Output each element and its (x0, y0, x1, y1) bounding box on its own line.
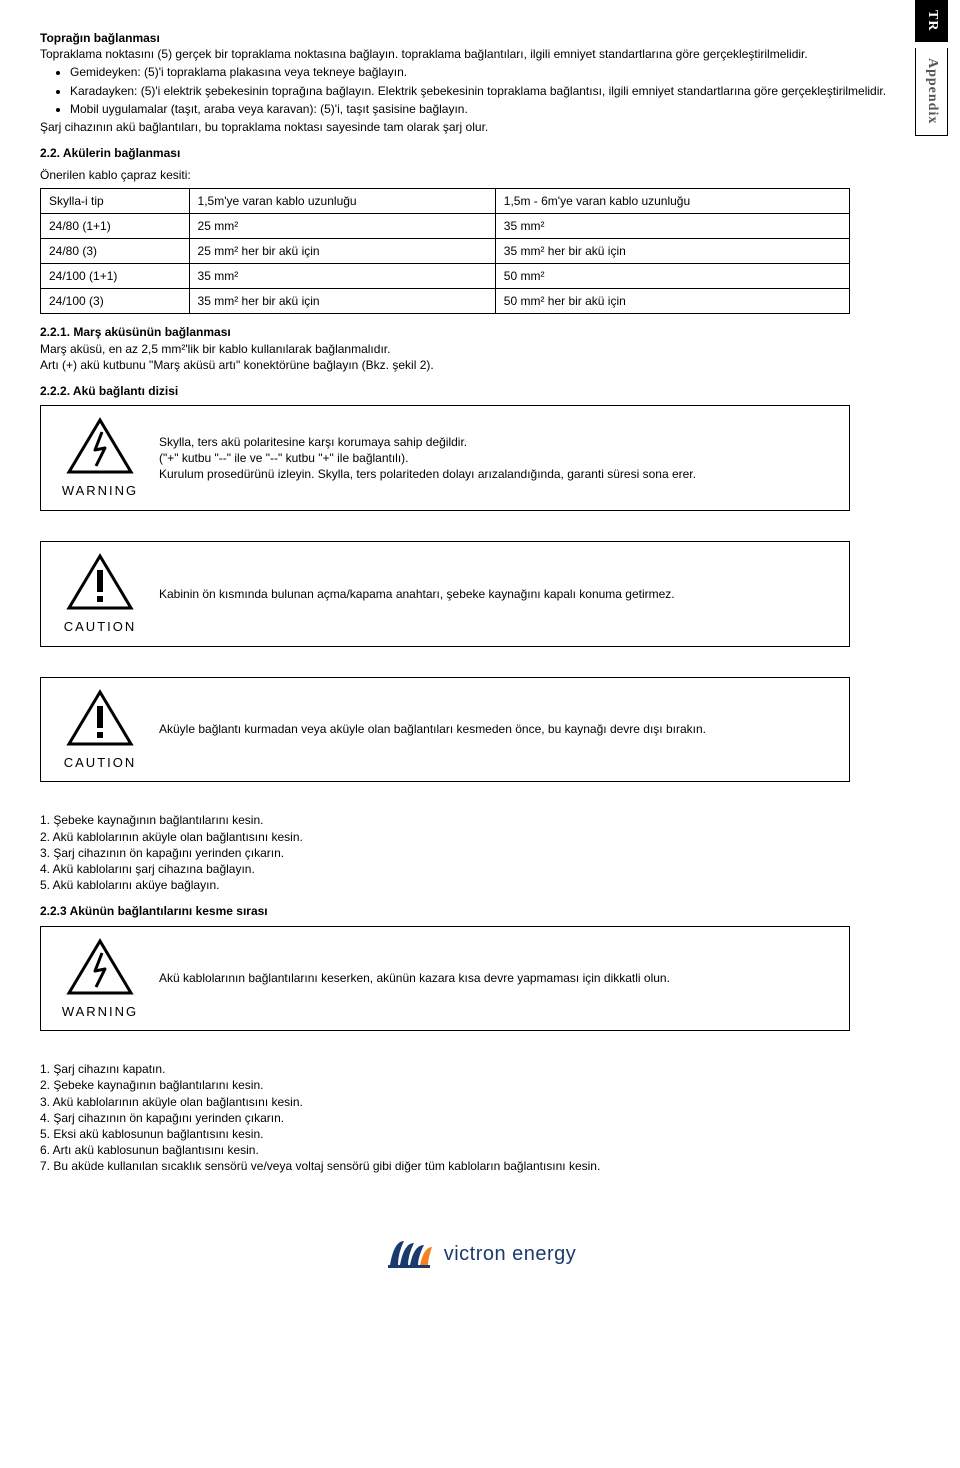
warning-text: Akü kablolarının bağlantılarını keserken… (159, 970, 835, 986)
warning-label: WARNING (55, 482, 145, 500)
heading-grounding: Toprağın bağlanması (40, 30, 920, 46)
table-cell: 35 mm² (495, 213, 849, 238)
list-item: 2. Şebeke kaynağının bağlantılarını kesi… (40, 1077, 920, 1093)
caution-label: CAUTION (55, 618, 145, 636)
table-cell: 50 mm² (495, 264, 849, 289)
caution-symbol: CAUTION (55, 688, 145, 772)
list-item: 3. Akü kablolarının aküyle olan bağlantı… (40, 1094, 920, 1110)
caution-text: Kabinin ön kısmında bulunan açma/kapama … (159, 586, 835, 602)
table-row: 24/100 (1+1) 35 mm² 50 mm² (41, 264, 850, 289)
cable-table: Skylla-i tip 1,5m'ye varan kablo uzunluğ… (40, 188, 850, 315)
victron-logo-icon (384, 1235, 434, 1275)
list-item: 5. Eksi akü kablosunun bağlantısını kesi… (40, 1126, 920, 1142)
caution-label: CAUTION (55, 754, 145, 772)
page-content: Toprağın bağlanması Topraklama noktasını… (40, 30, 920, 1275)
table-row: Skylla-i tip 1,5m'ye varan kablo uzunluğ… (41, 188, 850, 213)
list-item: 4. Akü kablolarını şarj cihazına bağlayı… (40, 861, 920, 877)
bullet-land: Karadayken: (5)'i elektrik şebekesinin t… (70, 83, 920, 99)
caution-text: Aküyle bağlantı kurmadan veya aküyle ola… (159, 721, 835, 737)
steps-connect: 1. Şebeke kaynağının bağlantılarını kesi… (40, 812, 920, 893)
warning-box-short: WARNING Akü kablolarının bağlantılarını … (40, 926, 850, 1032)
side-tabs: TR Appendix (915, 0, 948, 142)
list-item: 4. Şarj cihazının ön kapağını yerinden ç… (40, 1110, 920, 1126)
table-cell: 35 mm² her bir akü için (189, 289, 495, 314)
warning-box-polarity: WARNING Skylla, ters akü polaritesine ka… (40, 405, 850, 511)
bullet-mobile: Mobil uygulamalar (taşıt, araba veya kar… (70, 101, 920, 117)
table-cell: 25 mm² (189, 213, 495, 238)
table-cell: 24/100 (3) (41, 289, 190, 314)
steps-disconnect: 1. Şarj cihazını kapatın. 2. Şebeke kayn… (40, 1061, 920, 1174)
heading-2-2-2: 2.2.2. Akü bağlantı dizisi (40, 383, 920, 399)
caution-box-switch: CAUTION Kabinin ön kısmında bulunan açma… (40, 541, 850, 647)
intro-text: Topraklama noktasını (5) gerçek bir topr… (40, 46, 920, 62)
grounding-note: Şarj cihazının akü bağlantıları, bu topr… (40, 119, 920, 135)
table-row: 24/80 (3) 25 mm² her bir akü için 35 mm²… (41, 238, 850, 263)
bullet-ship: Gemideyken: (5)'i topraklama plakasına v… (70, 64, 920, 80)
recommended-cable-label: Önerilen kablo çapraz kesiti: (40, 167, 920, 183)
brand-name: victron energy (444, 1241, 577, 1268)
warning-symbol: WARNING (55, 416, 145, 500)
table-cell: 50 mm² her bir akü için (495, 289, 849, 314)
table-row: 24/80 (1+1) 25 mm² 35 mm² (41, 213, 850, 238)
table-cell: 1,5m'ye varan kablo uzunluğu (189, 188, 495, 213)
table-cell: 24/80 (3) (41, 238, 190, 263)
table-cell: 24/80 (1+1) (41, 213, 190, 238)
tab-appendix: Appendix (915, 48, 948, 135)
table-cell: 24/100 (1+1) (41, 264, 190, 289)
warning-label: WARNING (55, 1003, 145, 1021)
caution-box-disconnect: CAUTION Aküyle bağlantı kurmadan veya ak… (40, 677, 850, 783)
heading-2-2-1: 2.2.1. Marş aküsünün bağlanması (40, 324, 920, 340)
list-item: 1. Şebeke kaynağının bağlantılarını kesi… (40, 812, 920, 828)
grounding-bullets: Gemideyken: (5)'i topraklama plakasına v… (70, 64, 920, 117)
table-row: 24/100 (3) 35 mm² her bir akü için 50 mm… (41, 289, 850, 314)
footer: victron energy (40, 1235, 920, 1275)
table-cell: 1,5m - 6m'ye varan kablo uzunluğu (495, 188, 849, 213)
heading-2-2: 2.2. Akülerin bağlanması (40, 145, 920, 161)
warning-symbol: WARNING (55, 937, 145, 1021)
caution-symbol: CAUTION (55, 552, 145, 636)
tab-tr: TR (915, 0, 948, 42)
table-cell: Skylla-i tip (41, 188, 190, 213)
table-cell: 25 mm² her bir akü için (189, 238, 495, 263)
p-221-b: Artı (+) akü kutbunu "Marş aküsü artı" k… (40, 357, 920, 373)
list-item: 1. Şarj cihazını kapatın. (40, 1061, 920, 1077)
list-item: 6. Artı akü kablosunun bağlantısını kesi… (40, 1142, 920, 1158)
table-cell: 35 mm² her bir akü için (495, 238, 849, 263)
list-item: 7. Bu aküde kullanılan sıcaklık sensörü … (40, 1158, 920, 1174)
warning-text: Skylla, ters akü polaritesine karşı koru… (159, 434, 835, 483)
list-item: 3. Şarj cihazının ön kapağını yerinden ç… (40, 845, 920, 861)
list-item: 5. Akü kablolarını aküye bağlayın. (40, 877, 920, 893)
table-cell: 35 mm² (189, 264, 495, 289)
p-221-a: Marş aküsü, en az 2,5 mm²'lik bir kablo … (40, 341, 920, 357)
list-item: 2. Akü kablolarının aküyle olan bağlantı… (40, 829, 920, 845)
heading-2-2-3: 2.2.3 Akünün bağlantılarını kesme sırası (40, 903, 920, 919)
